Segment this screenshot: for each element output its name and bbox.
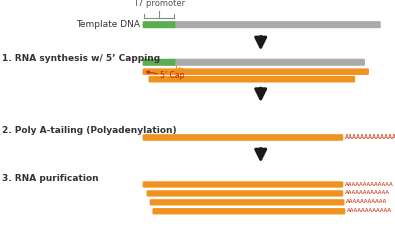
FancyBboxPatch shape (143, 59, 175, 66)
Text: AAAAAAAAAAAAA: AAAAAAAAAAAAA (345, 134, 395, 140)
FancyBboxPatch shape (147, 190, 343, 196)
Text: 3. RNA purification: 3. RNA purification (2, 174, 99, 183)
Text: Template DNA: Template DNA (76, 20, 140, 29)
FancyBboxPatch shape (172, 21, 381, 28)
Text: AAAAAAAAAAAAA: AAAAAAAAAAAAA (345, 181, 393, 187)
Text: T7 promoter: T7 promoter (133, 0, 185, 8)
Text: AAAAAAAAAAAA: AAAAAAAAAAAA (347, 208, 392, 213)
Text: AAAAAAAAAAA: AAAAAAAAAAA (346, 199, 387, 204)
Text: 1. RNA synthesis w/ 5’ Capping: 1. RNA synthesis w/ 5’ Capping (2, 54, 160, 63)
FancyBboxPatch shape (143, 68, 369, 75)
Text: 2. Poly A-tailing (Polyadenylation): 2. Poly A-tailing (Polyadenylation) (2, 126, 177, 135)
FancyBboxPatch shape (143, 181, 343, 188)
FancyBboxPatch shape (152, 208, 345, 214)
FancyBboxPatch shape (143, 21, 175, 28)
Text: AAAAAAAAAAAA: AAAAAAAAAAAA (345, 190, 390, 196)
Text: 5’ Cap: 5’ Cap (147, 71, 184, 80)
FancyBboxPatch shape (143, 134, 343, 141)
FancyBboxPatch shape (149, 76, 355, 82)
FancyBboxPatch shape (150, 199, 344, 205)
FancyBboxPatch shape (172, 59, 365, 66)
